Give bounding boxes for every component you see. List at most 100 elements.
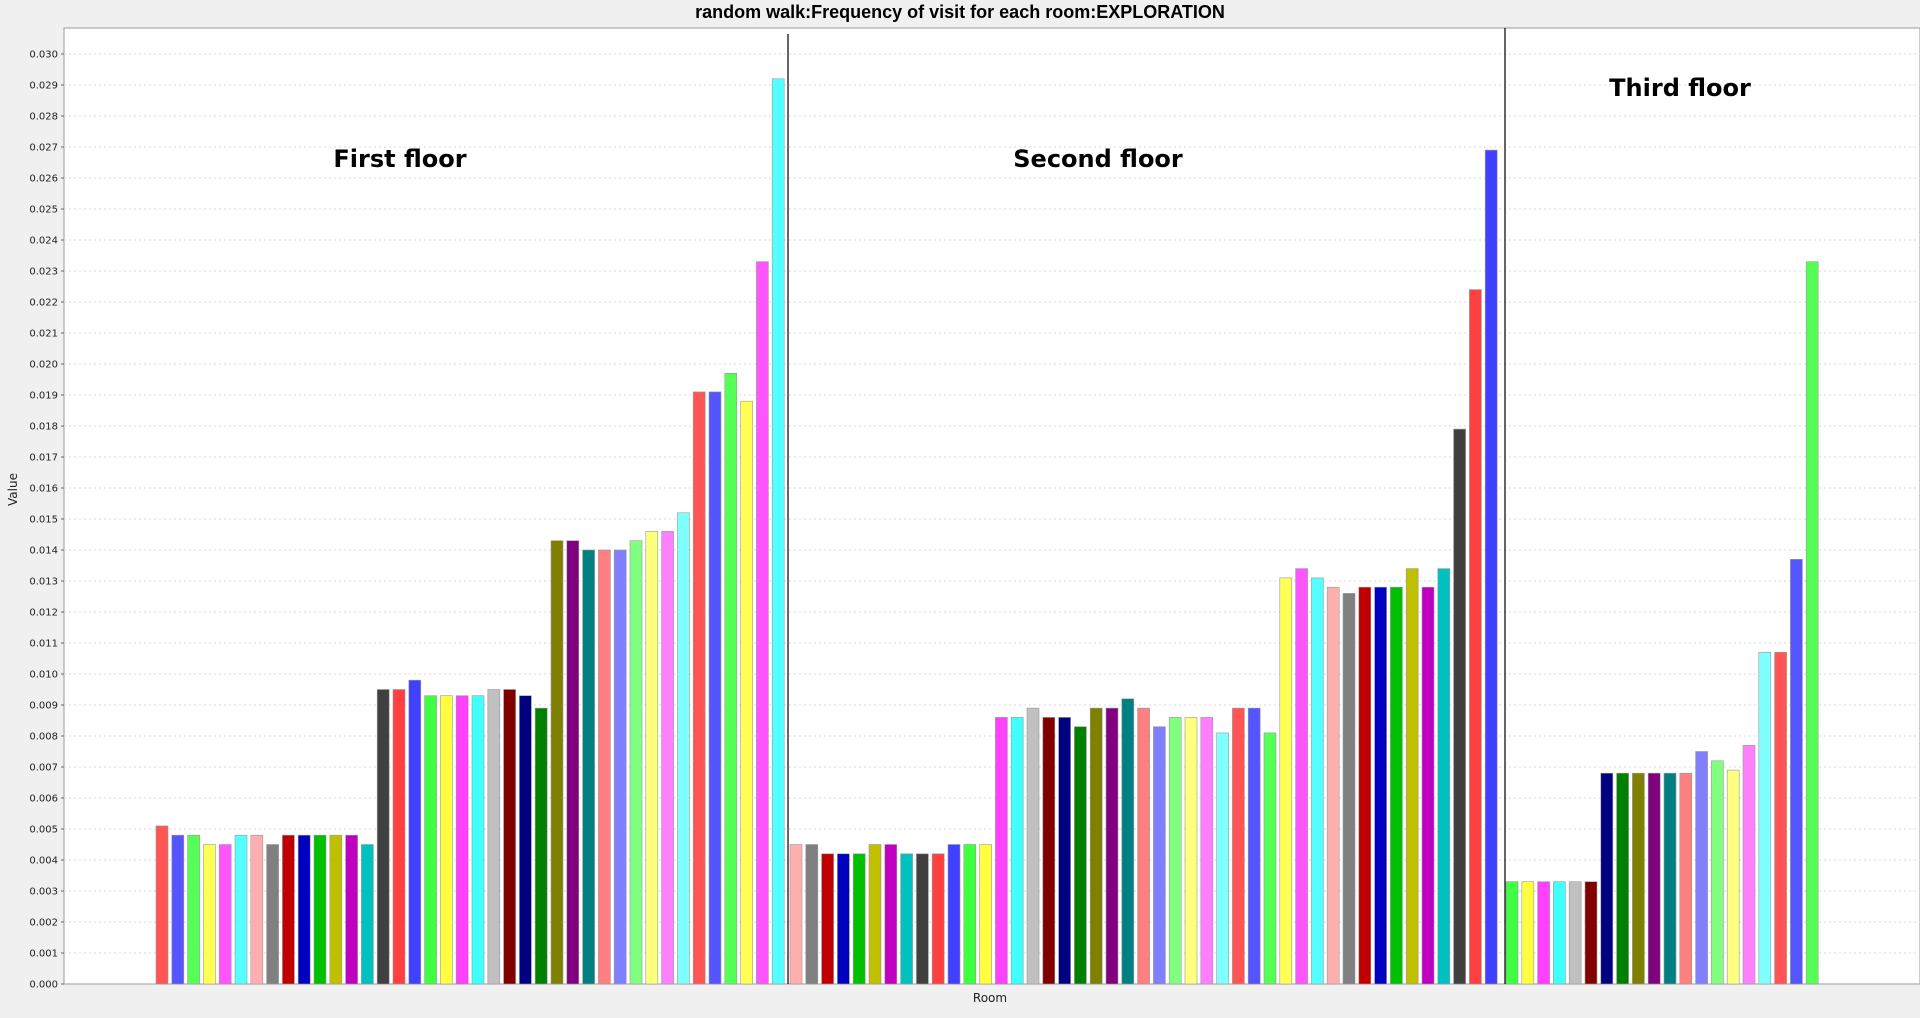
bar [1247, 707, 1261, 985]
bar [218, 844, 232, 985]
chart-title: random walk:Frequency of visit for each … [695, 2, 1225, 22]
bar [884, 844, 898, 985]
bar [995, 717, 1008, 985]
bar [534, 707, 548, 985]
bar [1437, 568, 1451, 985]
gridlines [64, 53, 1920, 954]
bar [916, 853, 929, 985]
y-tick-label: 0.006 [29, 794, 58, 805]
bar [1311, 577, 1324, 985]
bar [947, 844, 961, 985]
bar [408, 679, 422, 985]
bar [1758, 651, 1772, 985]
bar [1390, 586, 1403, 985]
y-tick-label: 0.027 [29, 143, 58, 154]
bar [313, 834, 327, 985]
bar [361, 844, 374, 985]
annotation-third-floor: Third floor [1609, 74, 1751, 102]
bar [345, 834, 358, 985]
y-tick-label: 0.019 [29, 391, 58, 402]
bar [392, 689, 406, 985]
y-tick-label: 0.009 [29, 701, 58, 712]
bar [1647, 772, 1661, 985]
bar [1584, 881, 1598, 985]
bar [1326, 586, 1340, 985]
bar [692, 391, 706, 985]
bar [771, 78, 785, 985]
y-tick-label: 0.014 [29, 546, 58, 557]
bar [1089, 707, 1103, 985]
annotation-second-floor: Second floor [1013, 145, 1183, 173]
y-tick-label: 0.030 [29, 50, 58, 61]
bar [852, 853, 866, 985]
bar [550, 540, 564, 985]
bar [1074, 726, 1087, 985]
bar [1484, 149, 1498, 985]
bar [1058, 717, 1071, 985]
bar [1600, 772, 1614, 985]
bar [187, 834, 200, 985]
bar [677, 512, 690, 985]
bar [155, 825, 169, 985]
y-tick-label: 0.025 [29, 205, 58, 216]
y-tick-label: 0.022 [29, 298, 58, 309]
bar [1568, 881, 1582, 985]
bar [789, 844, 803, 985]
bar [471, 695, 485, 985]
y-tick-label: 0.003 [29, 887, 58, 898]
bar [171, 834, 185, 985]
y-tick-label: 0.002 [29, 918, 58, 929]
bar [740, 400, 753, 985]
bar [1153, 726, 1166, 985]
y-tick-label: 0.018 [29, 422, 58, 433]
bar [1216, 732, 1229, 985]
bar [821, 853, 834, 985]
bar [266, 844, 279, 985]
bar [963, 844, 977, 985]
bar [582, 549, 595, 985]
bar [1711, 760, 1724, 985]
bar [1695, 751, 1708, 985]
y-tick-label: 0.000 [29, 980, 58, 991]
bar [1295, 568, 1308, 985]
y-tick-label: 0.015 [29, 515, 58, 526]
bar [1279, 577, 1293, 985]
y-tick-label: 0.011 [29, 639, 58, 650]
y-tick-label: 0.004 [29, 856, 58, 867]
bar [1263, 732, 1277, 985]
bar [1010, 717, 1024, 985]
bar [1026, 707, 1040, 985]
bar [613, 549, 627, 985]
bar [1774, 651, 1787, 985]
bar [1632, 772, 1645, 985]
y-tick-label: 0.016 [29, 484, 58, 495]
bars [155, 78, 1819, 985]
bar [1168, 717, 1182, 985]
bar [1726, 769, 1740, 985]
bar [1469, 289, 1482, 985]
bar [440, 695, 453, 985]
bar [900, 853, 913, 985]
bar [1200, 717, 1214, 985]
y-tick-label: 0.026 [29, 174, 58, 185]
y-tick-label: 0.020 [29, 360, 58, 371]
y-tick-label: 0.017 [29, 453, 58, 464]
bar [203, 844, 216, 985]
bar [1184, 717, 1198, 985]
bar [1537, 881, 1550, 985]
bar [1805, 261, 1819, 985]
y-tick-label: 0.010 [29, 670, 58, 681]
bar [805, 844, 819, 985]
y-tick-label: 0.013 [29, 577, 58, 588]
bar [1790, 558, 1803, 985]
bar [1663, 772, 1677, 985]
bar [1042, 717, 1056, 985]
y-tick-label: 0.005 [29, 825, 58, 836]
bar [1553, 881, 1566, 985]
bar [708, 391, 722, 985]
floor-separators [787, 28, 1506, 984]
y-tick-label: 0.007 [29, 763, 58, 774]
bar [503, 689, 516, 985]
bar [376, 689, 390, 985]
